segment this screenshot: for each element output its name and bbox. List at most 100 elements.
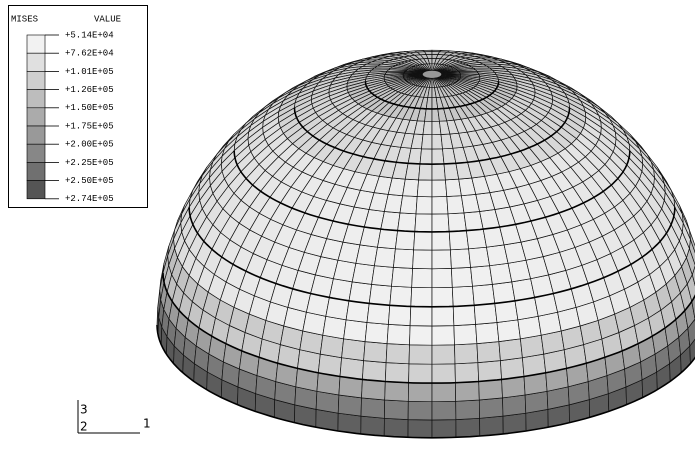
mesh-element [431,213,450,233]
mesh-element [500,357,525,380]
mesh-element [498,338,523,361]
mesh-element [360,415,385,437]
mesh-element [391,267,413,288]
mesh-element [388,304,412,326]
mesh-element [408,363,433,384]
legend-band [26,180,46,200]
mesh-element [453,324,478,346]
mesh-element [397,212,417,232]
mesh-element [413,231,433,251]
mesh-element [409,306,433,327]
axis-label: 3 [80,403,88,417]
mesh-element [384,381,409,402]
mesh-ring [156,324,695,439]
mesh-element [424,108,433,122]
mesh-element [451,285,475,307]
mesh-element [476,341,501,363]
mesh-element [431,249,452,270]
legend-label: +2.74E+05 [65,194,114,204]
mesh-element [479,415,504,437]
mesh-element [431,163,446,181]
mesh-element [339,357,364,380]
mesh-element [494,300,519,323]
legend-band [26,52,46,72]
mesh-element [363,341,388,363]
mesh-element [447,212,467,232]
mesh-ring [188,207,676,308]
mesh-element [431,179,448,198]
mesh-element [345,300,370,323]
mesh-element [366,303,391,325]
mesh-element [446,195,465,215]
mesh-element [455,381,480,402]
mesh-element [419,148,433,165]
mesh-element [689,338,695,365]
mesh-element [472,284,496,306]
mesh-element [502,394,527,417]
mesh-element [496,319,521,342]
legend-band [26,89,46,109]
mesh-element [431,148,445,165]
mesh-element [414,213,433,233]
mesh-element [478,397,504,419]
mesh-element [351,262,375,285]
mesh-element [407,419,433,439]
legend-band [26,162,46,181]
mesh-element [431,306,455,327]
mesh-element [422,120,433,136]
mesh-element [348,281,372,304]
legend-label: +1.26E+05 [65,85,114,95]
legend-band [26,125,46,145]
mesh-element [361,379,386,401]
mesh-element [517,315,542,340]
mesh-element [389,285,413,307]
legend-label: +1.01E+05 [65,67,114,77]
mesh-element [448,230,469,251]
legend-band [26,107,46,127]
mesh-ring [293,107,571,166]
axis-label: 1 [143,417,151,431]
mesh-element [431,363,456,384]
mesh-ring [233,150,631,233]
mesh-element [386,324,411,346]
mesh-element [412,249,433,270]
legend-band [26,34,46,54]
legend-label: +2.25E+05 [65,158,114,168]
mesh-element [415,196,433,215]
mesh-element [322,315,347,340]
mesh-element [431,325,455,346]
mesh-element [408,344,433,365]
mesh-element [341,338,366,361]
mesh-element [477,360,502,382]
mesh-element [431,344,456,365]
mesh-element [431,400,457,421]
mesh-element [418,163,433,181]
mesh-element [411,268,433,289]
mesh-element [402,178,419,197]
mesh-element [691,265,695,287]
mesh-element [362,360,387,382]
dome-model [156,49,695,439]
legend-label: +1.50E+05 [65,103,114,113]
mesh-element [343,319,368,342]
mesh-cap [422,70,442,79]
mesh-element [452,304,476,326]
mesh-element [395,230,416,251]
mesh-element [468,246,491,268]
mesh-element [431,268,453,289]
mesh-element [383,417,409,438]
legend-band [26,143,46,163]
mesh-element [454,343,479,365]
legend-label: +1.75E+05 [65,121,114,131]
mesh-element [368,284,392,306]
legend-label: +2.50E+05 [65,176,114,186]
mesh-element [455,417,481,438]
legend-header: VALUE [94,14,121,24]
mesh-element [478,379,503,401]
mesh-element [410,286,433,308]
mesh-element [399,195,418,215]
mesh-element [384,399,409,420]
mesh-element [360,397,386,419]
